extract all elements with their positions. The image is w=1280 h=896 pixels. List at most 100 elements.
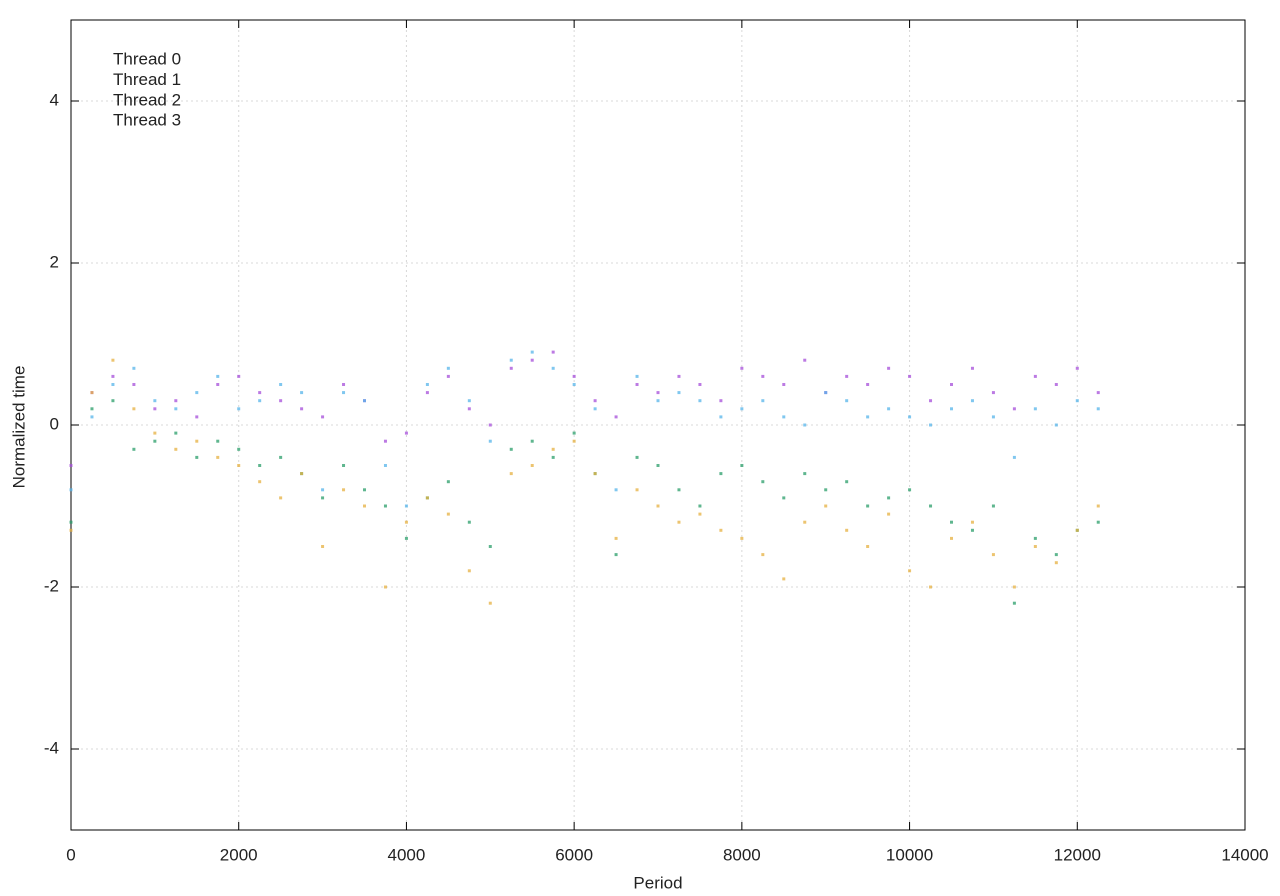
point (342, 464, 346, 467)
point (153, 439, 157, 443)
point (845, 528, 849, 532)
point (635, 374, 639, 378)
x-tick-label: 8000 (723, 845, 761, 864)
point (1075, 528, 1079, 532)
x-tick-label: 10000 (886, 845, 933, 864)
point (279, 383, 283, 386)
point (530, 464, 534, 467)
point (509, 358, 513, 362)
point (1012, 601, 1016, 605)
point (300, 472, 304, 476)
point (656, 464, 660, 467)
point (467, 399, 471, 403)
point (237, 447, 241, 451)
point (111, 399, 115, 403)
point (425, 391, 429, 395)
point (1096, 407, 1100, 411)
point (761, 553, 765, 557)
x-tick-label: 14000 (1221, 845, 1268, 864)
legend-label: Thread 1 (113, 70, 181, 89)
point (719, 415, 723, 419)
point (803, 472, 807, 476)
point (363, 399, 366, 403)
point (593, 472, 597, 476)
plot-border (70, 19, 1246, 831)
point (1054, 383, 1058, 386)
y-tick-label: 4 (50, 90, 59, 109)
point (300, 407, 304, 411)
point (1033, 407, 1037, 411)
x-tick-label: 2000 (220, 845, 258, 864)
point (887, 512, 891, 516)
point (656, 391, 660, 395)
point (782, 496, 786, 500)
point (719, 399, 723, 403)
point (1012, 585, 1016, 589)
point (342, 488, 346, 492)
point (635, 455, 639, 459)
point (698, 504, 702, 508)
point (991, 504, 995, 508)
point (1075, 399, 1079, 403)
point (258, 480, 262, 484)
point (719, 528, 723, 532)
point (698, 399, 702, 403)
point (132, 407, 136, 411)
point (572, 439, 576, 443)
point (950, 383, 953, 386)
point (195, 455, 199, 459)
point (509, 447, 513, 451)
point (69, 520, 73, 524)
point (572, 431, 576, 435)
point (824, 391, 828, 395)
point (404, 431, 408, 435)
point (761, 374, 765, 378)
point (824, 504, 828, 508)
point (132, 447, 136, 451)
point (614, 536, 618, 540)
point (383, 464, 387, 467)
point (279, 496, 283, 500)
point (950, 407, 953, 411)
point (279, 399, 283, 403)
point (153, 431, 157, 435)
point (90, 391, 94, 395)
point (656, 504, 660, 508)
point (321, 496, 325, 500)
point (845, 480, 849, 484)
y-tick-label: 0 (50, 414, 59, 433)
legend-label: Thread 3 (113, 111, 181, 130)
point (279, 455, 283, 459)
point (593, 399, 597, 403)
point (174, 407, 178, 411)
point (321, 545, 325, 548)
point (866, 504, 870, 508)
point (614, 415, 618, 419)
point (614, 553, 618, 557)
point (698, 383, 702, 386)
point (530, 358, 534, 362)
point (866, 415, 870, 419)
point (363, 488, 366, 492)
point (761, 399, 765, 403)
point (698, 512, 702, 516)
point (446, 366, 450, 370)
point (195, 415, 199, 419)
point (488, 439, 492, 443)
point (1033, 536, 1037, 540)
point (342, 391, 346, 395)
x-tick-label: 0 (66, 845, 75, 864)
point (866, 383, 870, 386)
point (991, 415, 995, 419)
point (656, 399, 660, 403)
point (509, 472, 513, 476)
point (195, 439, 199, 443)
point (845, 399, 849, 403)
point (216, 439, 220, 443)
point (488, 601, 492, 605)
point (929, 399, 933, 403)
y-tick-label: -2 (44, 576, 59, 595)
point (803, 423, 807, 427)
point (216, 455, 220, 459)
